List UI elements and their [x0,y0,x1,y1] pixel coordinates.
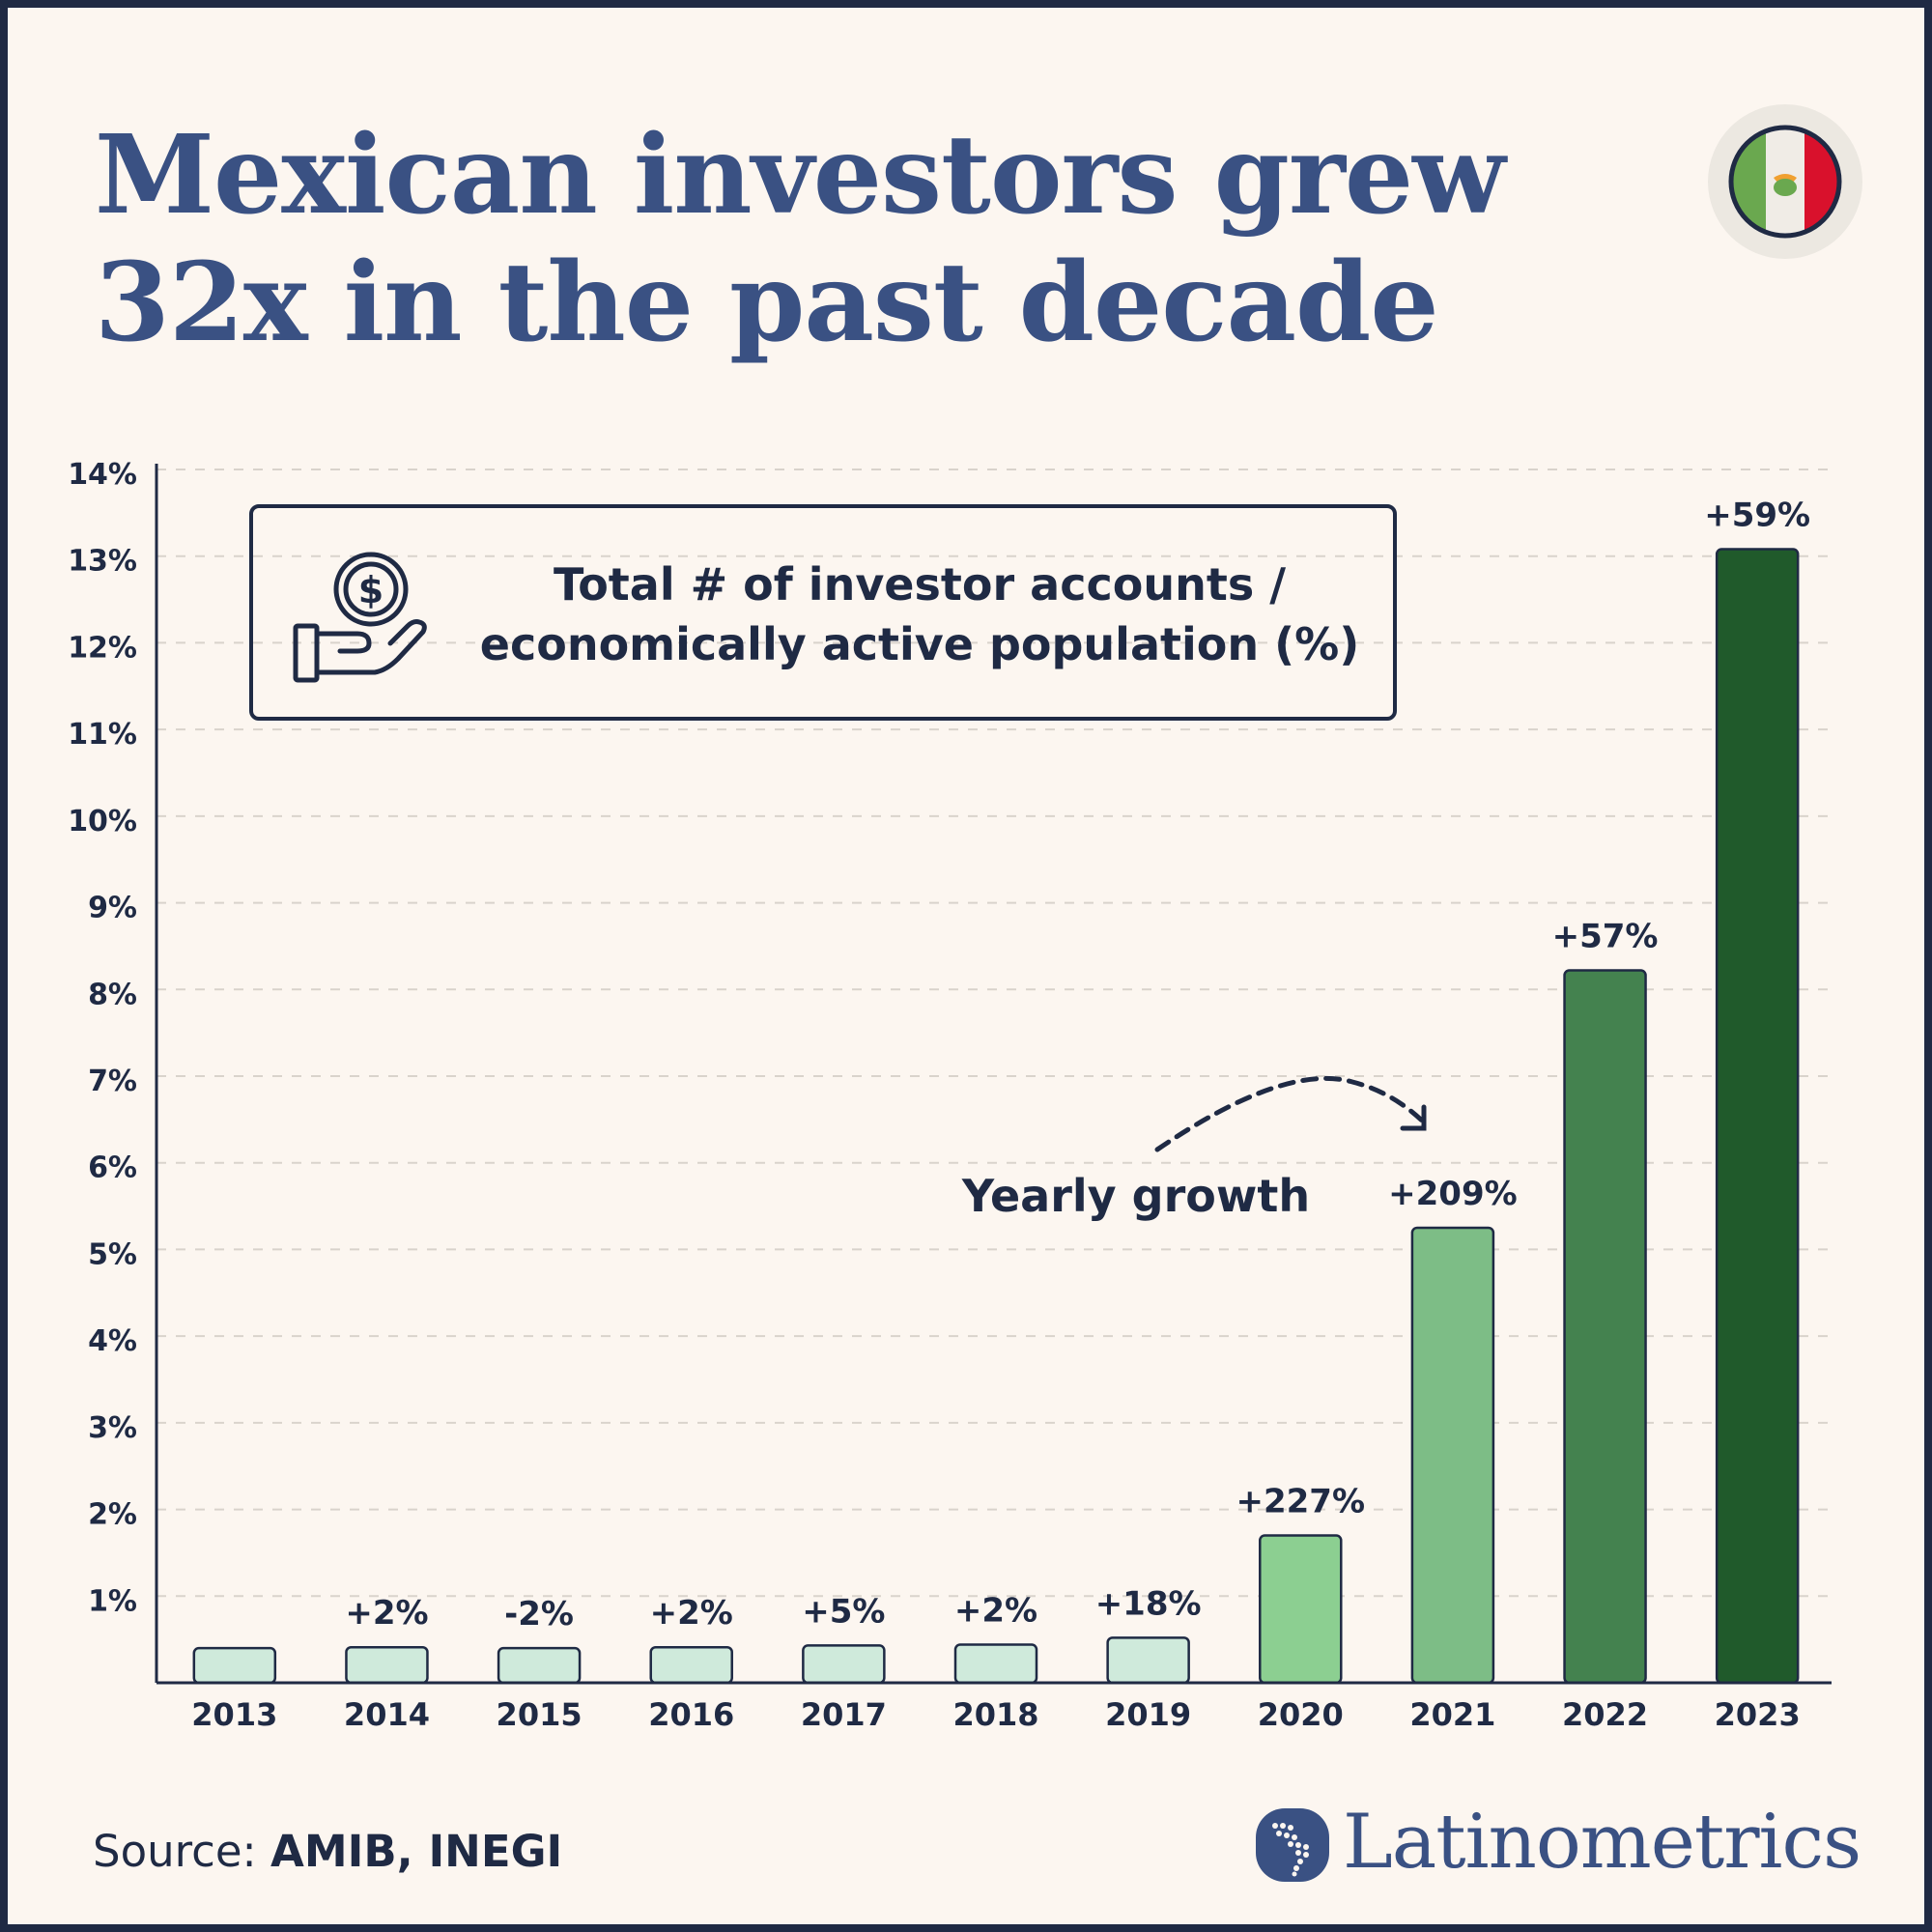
mexico-flag-icon [1728,125,1842,239]
title-line-1: Mexican investors grew [95,112,1506,239]
y-tick-label: 2% [88,1498,137,1532]
y-tick-label: 10% [68,805,137,838]
y-tick-label: 14% [68,458,137,492]
bar-2013 [192,1646,277,1685]
infographic-frame: Mexican investors grew 32x in the past d… [8,8,1924,1924]
source-names: AMIB, INEGI [270,1826,563,1877]
growth-labels: +2% -2% +2% +5% +2% +18% +227% +209% +57% +59% [345,497,1810,1634]
growth-label-2020: +227% [1236,1482,1366,1520]
growth-label-2023: +59% [1704,497,1810,535]
y-tick-label: 7% [88,1065,137,1098]
annotation-label: Yearly growth [961,1170,1310,1222]
bar-2022 [1563,969,1647,1685]
y-tick-label: 4% [88,1324,137,1358]
legend-text: Total # of investor accounts / economica… [466,554,1374,674]
x-tick-label-2017: 2017 [801,1696,887,1733]
legend-box: $ Total # of investor accounts / economi… [249,504,1397,721]
x-tick-label-2013: 2013 [191,1696,277,1733]
latinometrics-logo-icon [1256,1808,1329,1882]
x-tick-label-2015: 2015 [497,1696,582,1733]
svg-text:$: $ [358,569,384,611]
growth-label-2016: +2% [650,1594,733,1633]
growth-label-2014: +2% [345,1594,428,1633]
y-tick-label: 9% [88,892,137,925]
bars [192,548,1800,1685]
bar-2021 [1410,1226,1495,1685]
y-tick-label: 11% [68,718,137,752]
growth-label-2019: +18% [1095,1584,1202,1623]
bar-2019 [1106,1636,1190,1685]
growth-label-2018: +2% [954,1592,1037,1631]
page-title: Mexican investors grew 32x in the past d… [95,112,1602,367]
gridlines [156,469,1832,1598]
growth-label-2022: +57% [1552,918,1659,956]
growth-label-2017: +5% [802,1592,885,1631]
annotation-arrow-icon [1154,1075,1427,1152]
x-tick-label-2021: 2021 [1409,1696,1495,1733]
y-tick-label: 6% [88,1151,137,1185]
flag-badge [1708,104,1862,259]
legend-line-2: economically active population (%) [479,618,1360,670]
x-tick-label-2014: 2014 [344,1696,430,1733]
coin-hand-icon: $ [293,552,427,683]
bar-2018 [953,1643,1038,1685]
brand-logo: Latinometrics [1256,1799,1861,1891]
y-tick-label: 8% [88,978,137,1011]
growth-label-2021: +209% [1388,1175,1518,1213]
y-tick-label: 1% [88,1584,137,1618]
source-prefix: Source: [93,1826,271,1877]
y-tick-label: 3% [88,1411,137,1445]
bar-2016 [649,1645,733,1685]
bar-2023 [1715,548,1800,1685]
x-axis-ticks: 2013 2014 2015 2016 2017 2018 2019 2020 2021 2022… [191,1696,1800,1733]
x-tick-label-2022: 2022 [1562,1696,1648,1733]
x-tick-label-2016: 2016 [648,1696,734,1733]
y-tick-label: 12% [68,631,137,665]
bar-2015 [497,1646,582,1685]
growth-label-2015: -2% [504,1595,574,1634]
brand-name: Latinometrics [1343,1799,1861,1886]
x-tick-label-2023: 2023 [1715,1696,1801,1733]
source-note: Source: AMIB, INEGI [93,1826,562,1877]
y-tick-label: 5% [88,1237,137,1271]
bar-2020 [1259,1534,1343,1685]
legend-line-1: Total # of investor accounts / [553,558,1287,611]
bar-2014 [345,1645,429,1685]
x-tick-label-2019: 2019 [1105,1696,1191,1733]
y-tick-label: 13% [68,545,137,579]
title-line-2: 32x in the past decade [95,240,1439,366]
x-tick-label-2020: 2020 [1258,1696,1344,1733]
bar-2017 [802,1644,886,1685]
y-axis-ticks: 1% 2% 3% 4% 5% 6% 7% 8% 9% 10% 11% 12% 13% 14% [68,458,137,1618]
x-tick-label-2018: 2018 [952,1696,1038,1733]
